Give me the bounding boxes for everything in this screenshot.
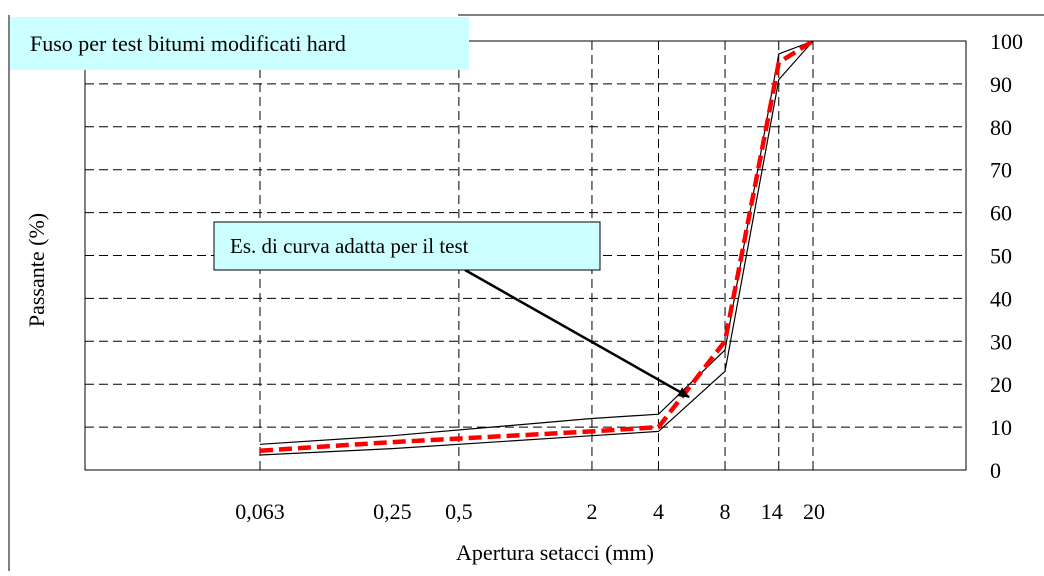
- sample-curve: [259, 39, 815, 453]
- y-tick-label: 0: [990, 458, 1001, 483]
- x-tick-label: 0,25: [373, 499, 412, 524]
- y-tick-label: 50: [990, 244, 1012, 269]
- x-tick-label: 4: [653, 499, 664, 524]
- callout-text: Es. di curva adatta per il test: [230, 234, 469, 258]
- y-tick-label: 80: [990, 115, 1012, 140]
- chart-title: Fuso per test bitumi modificati hard: [30, 31, 346, 56]
- y-axis-title: Passante (%): [24, 213, 49, 327]
- title-box: [10, 17, 469, 70]
- y-tick-label: 40: [990, 286, 1012, 311]
- callout-arrow: [464, 268, 690, 399]
- y-tick-label: 90: [990, 72, 1012, 97]
- y-tick-label: 30: [990, 329, 1012, 354]
- y-tick-label: 20: [990, 372, 1012, 397]
- tick-layer: 0 10 20 30 40 50 60 70 80 90 100 0,063 0,25 0,5 2 4 8 14 2…: [235, 29, 1023, 524]
- x-axis-title: Apertura setacci (mm): [456, 540, 654, 565]
- x-tick-label: 14: [761, 499, 783, 524]
- envelope-line: [259, 40, 814, 445]
- callout-box: [213, 221, 601, 271]
- x-tick-label: 8: [720, 499, 731, 524]
- x-tick-label: 2: [586, 499, 597, 524]
- series-layer: [259, 39, 815, 456]
- envelope-line: [259, 40, 814, 456]
- x-tick-label: 0,063: [235, 499, 285, 524]
- y-tick-label: 70: [990, 158, 1012, 183]
- y-tick-label: 10: [990, 415, 1012, 440]
- x-tick-label: 0,5: [445, 499, 473, 524]
- y-tick-label: 60: [990, 201, 1012, 226]
- x-tick-label: 20: [803, 499, 825, 524]
- y-tick-label: 100: [990, 29, 1023, 54]
